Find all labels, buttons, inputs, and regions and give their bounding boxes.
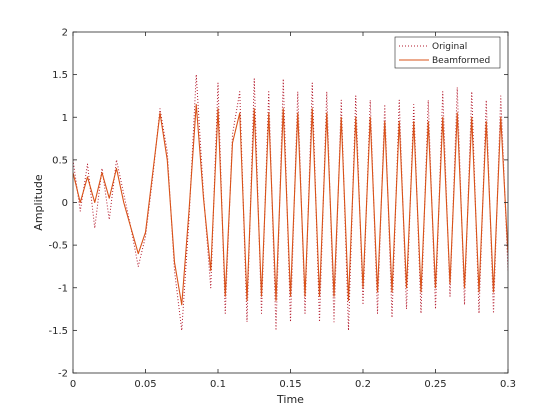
y-tick-label: 1 [62,113,68,124]
plot-area [73,32,508,373]
legend-box [394,36,501,69]
series-line-original [73,74,508,331]
legend-label-original: Original [432,42,467,52]
y-tick-label: -1 [58,283,68,294]
y-tick-label: 1.5 [52,70,68,81]
y-axis-label: Amplitude [32,174,45,231]
x-tick-label: 0 [70,379,76,390]
y-tick-label: 0.5 [52,155,68,166]
series-line-beamformed [73,103,508,306]
x-tick-label: 0.2 [355,379,371,390]
x-tick-label: 0.1 [210,379,226,390]
y-tick-label: -1.5 [48,326,68,337]
x-tick-label: 0.25 [424,379,446,390]
y-tick-label: 2 [62,28,68,39]
x-tick-label: 0.05 [134,379,156,390]
legend: Original Beamformed [394,36,501,69]
legend-label-beamformed: Beamformed [432,56,490,66]
y-tick-label: -0.5 [48,241,68,252]
x-axis-label: Time [276,393,304,406]
x-tick-label: 0.15 [279,379,301,390]
x-tick-label: 0.3 [500,379,516,390]
y-tick-label: 0 [62,198,68,209]
y-tick-label: -2 [58,369,68,380]
